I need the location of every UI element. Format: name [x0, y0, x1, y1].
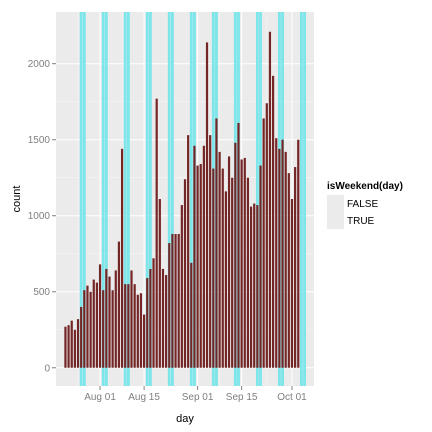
- legend-label-true: TRUE: [347, 216, 375, 227]
- bar: [219, 152, 221, 368]
- bar: [275, 138, 277, 368]
- bar: [187, 135, 189, 368]
- bar: [209, 135, 211, 368]
- bar: [64, 327, 66, 368]
- legend: isWeekend(day) FALSE TRUE: [327, 181, 403, 229]
- bar: [247, 178, 249, 368]
- bar: [281, 140, 283, 368]
- y-tick-label: 1000: [28, 211, 51, 222]
- bar: [140, 293, 142, 367]
- bar: [200, 164, 202, 368]
- bar: [206, 42, 208, 367]
- bar: [181, 205, 183, 368]
- bar: [288, 173, 290, 368]
- bar: [121, 149, 123, 368]
- bar: [124, 284, 126, 368]
- bar: [212, 169, 214, 368]
- bar: [105, 269, 107, 368]
- bar: [90, 292, 92, 368]
- y-tick-label: 2000: [28, 59, 51, 70]
- bar: [168, 243, 170, 368]
- bar: [83, 290, 85, 368]
- bar: [215, 118, 217, 367]
- bar: [266, 103, 268, 368]
- bar: [159, 199, 161, 368]
- bar: [178, 234, 180, 368]
- bar: [115, 270, 117, 367]
- x-tick-label: Aug 15: [128, 392, 160, 403]
- bar: [278, 149, 280, 368]
- x-axis-title: day: [176, 413, 194, 425]
- bar: [253, 204, 255, 368]
- bar: [234, 143, 236, 368]
- bar: [108, 277, 110, 368]
- bar: [99, 264, 101, 367]
- bar: [118, 242, 120, 368]
- bar: [272, 76, 274, 368]
- bar: [269, 32, 271, 368]
- bar: [285, 152, 287, 368]
- bar: [165, 275, 167, 368]
- bar: [244, 158, 246, 368]
- bar: [149, 269, 151, 368]
- bar: [263, 118, 265, 367]
- bar: [156, 99, 158, 368]
- legend-title: isWeekend(day): [327, 181, 403, 192]
- bar: [196, 166, 198, 368]
- bar: [291, 199, 293, 368]
- bar: [171, 234, 173, 368]
- bar: [71, 321, 73, 368]
- bar: [228, 156, 230, 367]
- bar: [130, 270, 132, 367]
- bar: [241, 159, 243, 367]
- bar: [146, 278, 148, 368]
- bar: [250, 207, 252, 368]
- bar: [259, 166, 261, 368]
- bar: [86, 286, 88, 368]
- bar: [74, 330, 76, 368]
- bar: [231, 178, 233, 368]
- y-axis: 0 500 1000 1500 2000: [28, 59, 56, 374]
- bar: [193, 146, 195, 368]
- x-axis: Aug 01 Aug 15 Sep 01 Sep 15 Oct 01: [84, 386, 307, 403]
- bar: [294, 167, 296, 368]
- bar: [190, 263, 192, 368]
- bar: [297, 140, 299, 368]
- weekend-band: [303, 12, 306, 386]
- bar: [152, 258, 154, 367]
- y-axis-title: count: [11, 186, 23, 213]
- weekend-band: [300, 12, 303, 386]
- legend-label-false: FALSE: [347, 199, 378, 210]
- x-tick-label: Sep 15: [226, 392, 258, 403]
- y-tick-label: 500: [33, 287, 50, 298]
- bar: [237, 123, 239, 368]
- y-tick-label: 1500: [28, 135, 51, 146]
- bar: [93, 280, 95, 368]
- bar: [184, 179, 186, 368]
- bar: [222, 169, 224, 368]
- bar: [112, 290, 114, 368]
- x-tick-label: Aug 01: [84, 392, 116, 403]
- y-tick-label: 0: [44, 363, 50, 374]
- legend-key-true: [327, 212, 344, 229]
- bar: [137, 295, 139, 368]
- bar: [102, 290, 104, 368]
- bar: [203, 146, 205, 368]
- bar: [174, 234, 176, 368]
- legend-key-false: [327, 195, 344, 212]
- bar: [162, 269, 164, 368]
- bar: [256, 205, 258, 368]
- x-tick-label: Sep 01: [182, 392, 214, 403]
- bar: [134, 284, 136, 368]
- bar: [96, 283, 98, 368]
- bar: [77, 319, 79, 368]
- bar: [80, 307, 82, 368]
- bar: [143, 315, 145, 368]
- bar: [127, 284, 129, 368]
- bar: [67, 325, 69, 368]
- bar: [225, 191, 227, 367]
- x-tick-label: Oct 01: [277, 392, 307, 403]
